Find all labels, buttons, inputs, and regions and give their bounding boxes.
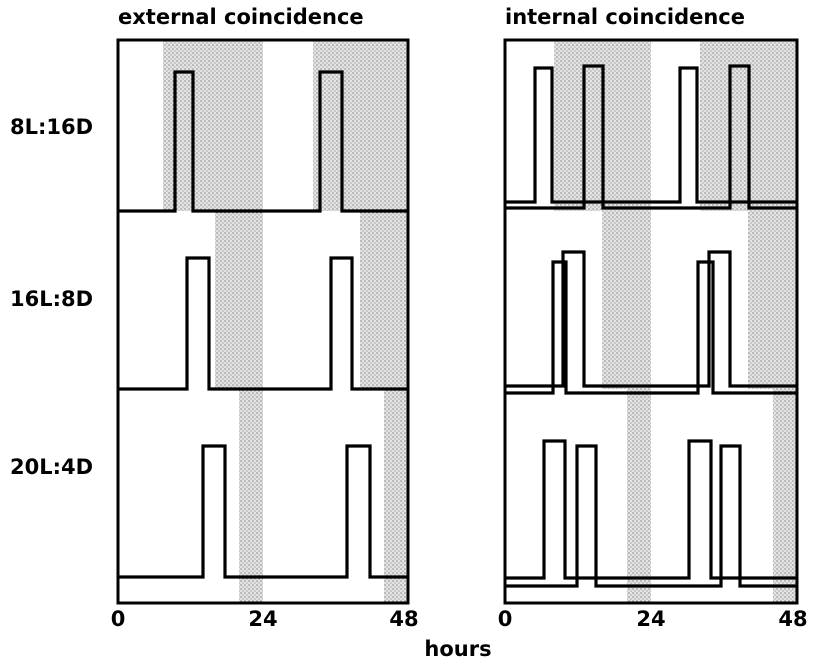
dark-phase <box>554 40 797 603</box>
panel-title: internal coincidence <box>505 5 745 29</box>
dark-phase <box>163 40 408 603</box>
row-label: 8L:16D <box>10 115 93 139</box>
x-tick-label: 48 <box>778 607 807 631</box>
x-tick-label: 24 <box>636 607 665 631</box>
row-label: 16L:8D <box>10 287 93 311</box>
panel-frame <box>503 38 799 605</box>
x-tick-label: 0 <box>111 607 126 631</box>
x-tick-label: 0 <box>498 607 513 631</box>
panel-title: external coincidence <box>118 5 364 29</box>
row-label: 20L:4D <box>10 455 93 479</box>
x-tick-label: 24 <box>248 607 277 631</box>
x-axis-label: hours <box>424 637 491 661</box>
rhythm-trace <box>118 64 797 588</box>
x-tick-label: 48 <box>389 607 418 631</box>
panel-frame <box>116 38 410 605</box>
